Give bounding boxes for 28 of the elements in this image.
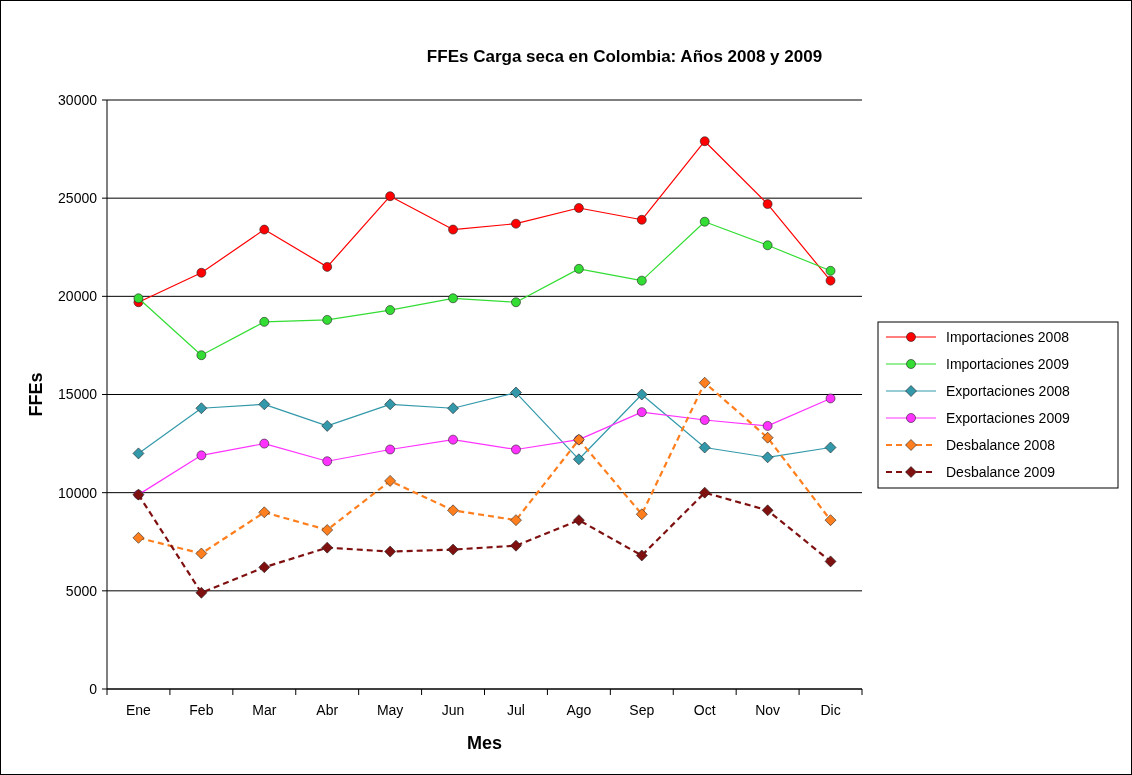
x-axis-title: Mes (466, 733, 503, 753)
x-tick-label: Dic (820, 702, 841, 718)
x-tick-label: Mar (252, 702, 277, 718)
y-tick-label: 20000 (58, 288, 98, 305)
x-tick-label: Ene (126, 702, 152, 718)
y-tick-label: 15000 (58, 386, 98, 403)
y-tick-label: 0 (89, 680, 98, 697)
legend-label: Exportaciones 2009 (946, 409, 1070, 426)
legend-label: Desbalance 2009 (946, 463, 1056, 480)
chart-title: FFEs Carga seca en Colombia: Años 2008 y 2009 (426, 47, 823, 66)
legend-label: Importaciones 2009 (946, 355, 1070, 372)
y-axis-title: FFEs (26, 372, 46, 417)
x-tick-label: Jun (441, 702, 465, 718)
x-tick-label: May (376, 702, 404, 718)
y-tick-label: 5000 (65, 582, 98, 599)
x-tick-label: Abr (316, 702, 339, 718)
y-tick-label: 25000 (58, 190, 98, 207)
x-tick-label: Jul (507, 702, 525, 718)
x-tick-label: Nov (755, 702, 781, 718)
y-tick-label: 30000 (58, 91, 98, 108)
legend-label: Desbalance 2008 (946, 436, 1056, 453)
x-tick-label: Ago (566, 702, 592, 718)
x-tick-label: Oct (693, 702, 716, 718)
legend-label: Importaciones 2008 (946, 328, 1070, 345)
legend-label: Exportaciones 2008 (946, 382, 1070, 399)
y-tick-label: 10000 (58, 484, 98, 501)
x-tick-label: Sep (629, 702, 655, 718)
x-tick-label: Feb (189, 702, 214, 718)
